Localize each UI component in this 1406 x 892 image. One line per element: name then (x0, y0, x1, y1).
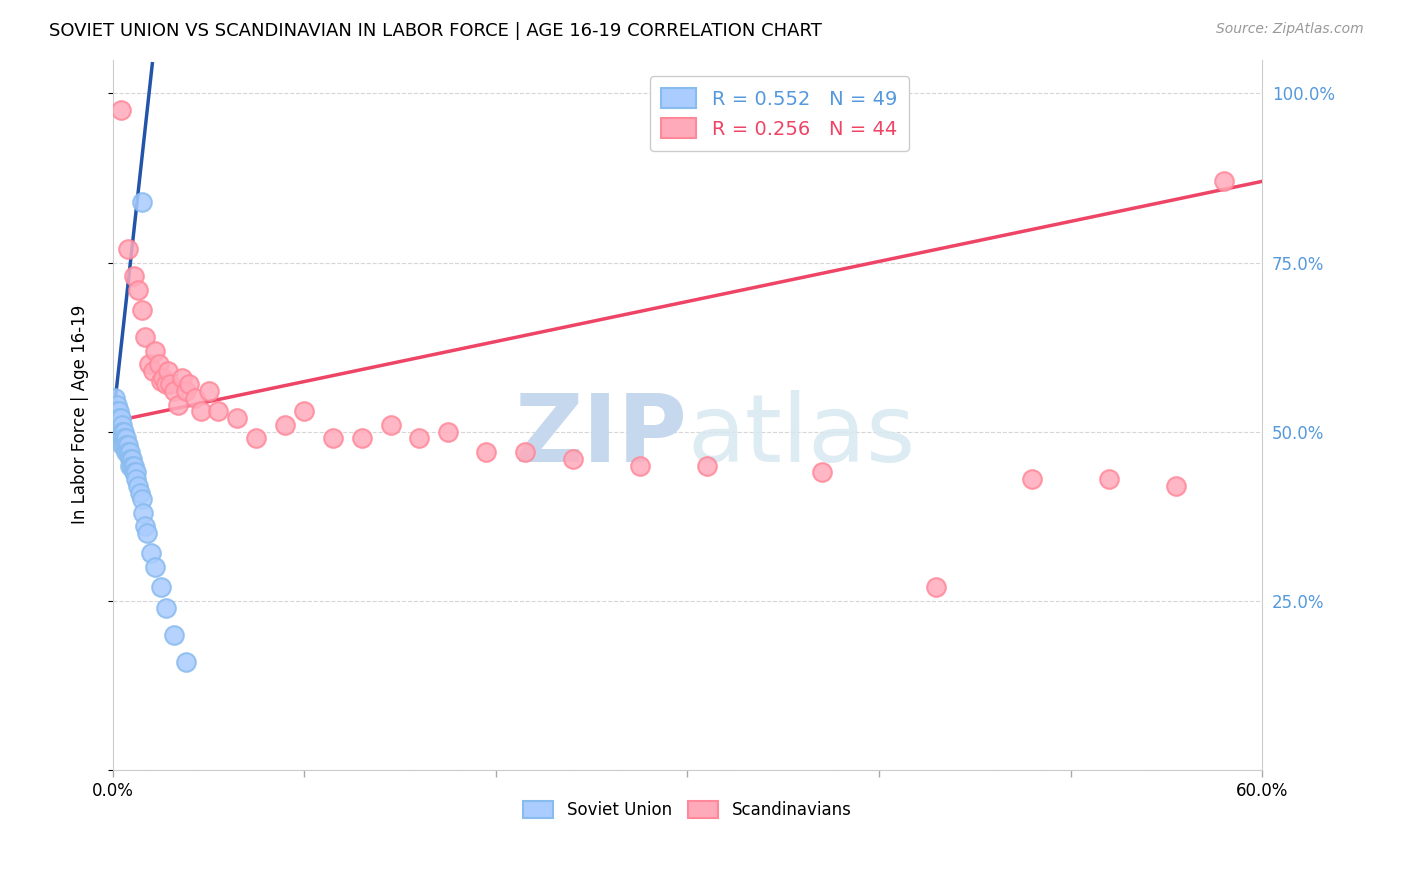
Point (112, 438, 135, 452)
Point (121, 458, 143, 473)
Point (107, 417, 129, 432)
Point (292, 404, 315, 418)
Point (245, 432, 267, 446)
Point (148, 357, 170, 371)
Point (107, 404, 129, 418)
Point (107, 425, 129, 439)
Point (628, 458, 651, 473)
Point (142, 364, 165, 378)
Point (167, 398, 190, 412)
Point (115, 438, 138, 452)
Point (925, 580, 948, 594)
Point (117, 445, 139, 459)
Point (117, 438, 139, 452)
Point (105, 398, 128, 412)
Point (122, 465, 145, 479)
Point (696, 458, 718, 473)
Point (1212, 174, 1234, 188)
Point (104, 391, 127, 405)
Point (110, 432, 132, 446)
Point (184, 391, 207, 405)
Point (810, 465, 832, 479)
Point (110, 411, 132, 425)
Point (322, 432, 344, 446)
Point (111, 438, 134, 452)
Point (125, 472, 148, 486)
Text: ZIP: ZIP (515, 390, 688, 482)
Point (117, 242, 139, 256)
Point (120, 458, 142, 473)
Point (207, 404, 229, 418)
Point (143, 560, 166, 574)
Point (112, 425, 135, 439)
Point (149, 374, 172, 388)
Point (155, 377, 177, 392)
Point (122, 458, 145, 473)
Point (131, 492, 153, 507)
Point (138, 357, 160, 371)
Point (131, 194, 153, 209)
Point (350, 432, 373, 446)
Point (112, 432, 135, 446)
Point (380, 417, 402, 432)
Point (122, 269, 145, 284)
Point (561, 451, 583, 466)
Point (110, 425, 132, 439)
Point (127, 479, 149, 493)
Point (136, 526, 159, 541)
Point (111, 432, 134, 446)
Point (1021, 472, 1043, 486)
Point (226, 411, 249, 425)
Point (155, 600, 177, 615)
Point (475, 445, 498, 459)
Point (105, 404, 128, 418)
Point (149, 580, 172, 594)
Point (115, 445, 138, 459)
Point (127, 283, 149, 297)
Point (131, 302, 153, 317)
Point (125, 465, 148, 479)
Point (170, 370, 193, 384)
Legend: Soviet Union, Scandinavians: Soviet Union, Scandinavians (516, 794, 858, 826)
Point (141, 547, 163, 561)
Text: Source: ZipAtlas.com: Source: ZipAtlas.com (1216, 22, 1364, 37)
Point (105, 425, 128, 439)
Text: atlas: atlas (688, 390, 915, 482)
Point (159, 377, 181, 392)
Point (408, 432, 430, 446)
Point (190, 404, 212, 418)
Point (120, 445, 142, 459)
Point (104, 425, 127, 439)
Point (274, 417, 297, 432)
Point (128, 485, 150, 500)
Point (513, 445, 536, 459)
Point (111, 417, 134, 432)
Point (107, 411, 129, 425)
Point (134, 519, 156, 533)
Point (157, 364, 180, 378)
Point (121, 451, 143, 466)
Point (110, 103, 132, 118)
Point (115, 432, 138, 446)
Y-axis label: In Labor Force | Age 16-19: In Labor Force | Age 16-19 (72, 305, 89, 524)
Point (104, 411, 127, 425)
Point (174, 655, 197, 669)
Point (174, 384, 197, 398)
Point (1164, 479, 1187, 493)
Point (107, 432, 129, 446)
Point (143, 343, 166, 358)
Point (132, 506, 155, 520)
Point (1098, 472, 1121, 486)
Point (134, 330, 156, 344)
Point (105, 417, 128, 432)
Point (197, 384, 219, 398)
Text: SOVIET UNION VS SCANDINAVIAN IN LABOR FORCE | AGE 16-19 CORRELATION CHART: SOVIET UNION VS SCANDINAVIAN IN LABOR FO… (49, 22, 823, 40)
Point (179, 377, 201, 392)
Point (163, 384, 186, 398)
Point (152, 370, 174, 384)
Point (163, 628, 186, 642)
Point (437, 425, 460, 439)
Point (120, 451, 142, 466)
Point (111, 425, 134, 439)
